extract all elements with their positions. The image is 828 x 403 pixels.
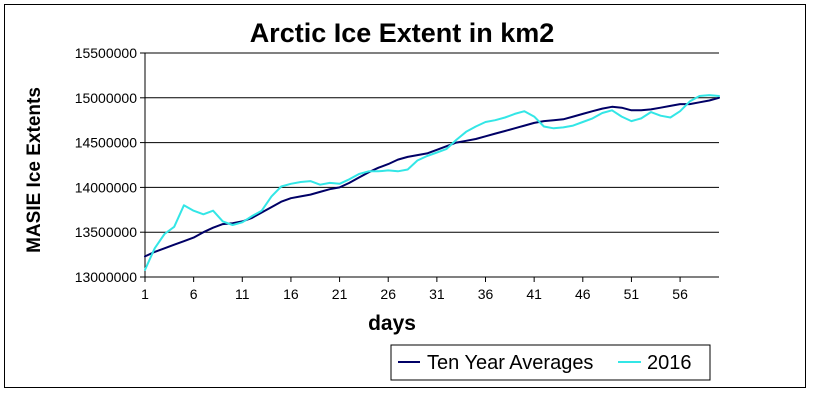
y-tick-label: 14500000 [75,135,138,151]
chart-frame [4,4,806,388]
y-tick-label: 15500000 [75,45,138,61]
x-tick-label: 11 [235,286,250,302]
x-tick-label: 31 [429,286,445,302]
x-tick-label: 56 [672,286,688,302]
x-tick-label: 36 [478,286,494,302]
axes [144,53,719,278]
legend-label-2016: 2016 [647,352,692,374]
x-tick-label: 21 [332,286,348,302]
x-tick-label: 51 [624,286,640,302]
series-line-2016 [144,94,720,271]
x-tick-label: 6 [190,286,198,302]
y-tick-label: 15000000 [75,90,138,106]
x-axis-label: days [368,312,416,335]
y-tick-label: 13000000 [75,269,138,285]
x-tick-labels: 1 6 11 16 21 26 31 36 41 46 51 56 [141,277,688,302]
y-axis-label: MASIE Ice Extents [24,87,45,253]
x-tick-label: 46 [575,286,591,302]
series-lines [144,94,720,271]
legend: Ten Year Averages 2016 [390,344,711,381]
x-tick-label: 41 [526,286,542,302]
series-line-ten-year-averages [144,96,720,258]
y-tick-label: 14000000 [75,179,138,195]
y-tick-labels: 13000000 13500000 14000000 14500000 15000000… [75,45,138,285]
gridlines [140,52,719,278]
chart-title: Arctic Ice Extent in km2 [250,18,555,48]
legend-box [390,344,711,381]
y-tick-label: 13500000 [75,224,138,240]
x-tick-label: 1 [141,286,149,302]
x-tick-label: 16 [283,286,299,302]
x-tick-label: 26 [380,286,396,302]
legend-label-ten-year-averages: Ten Year Averages [427,352,593,374]
